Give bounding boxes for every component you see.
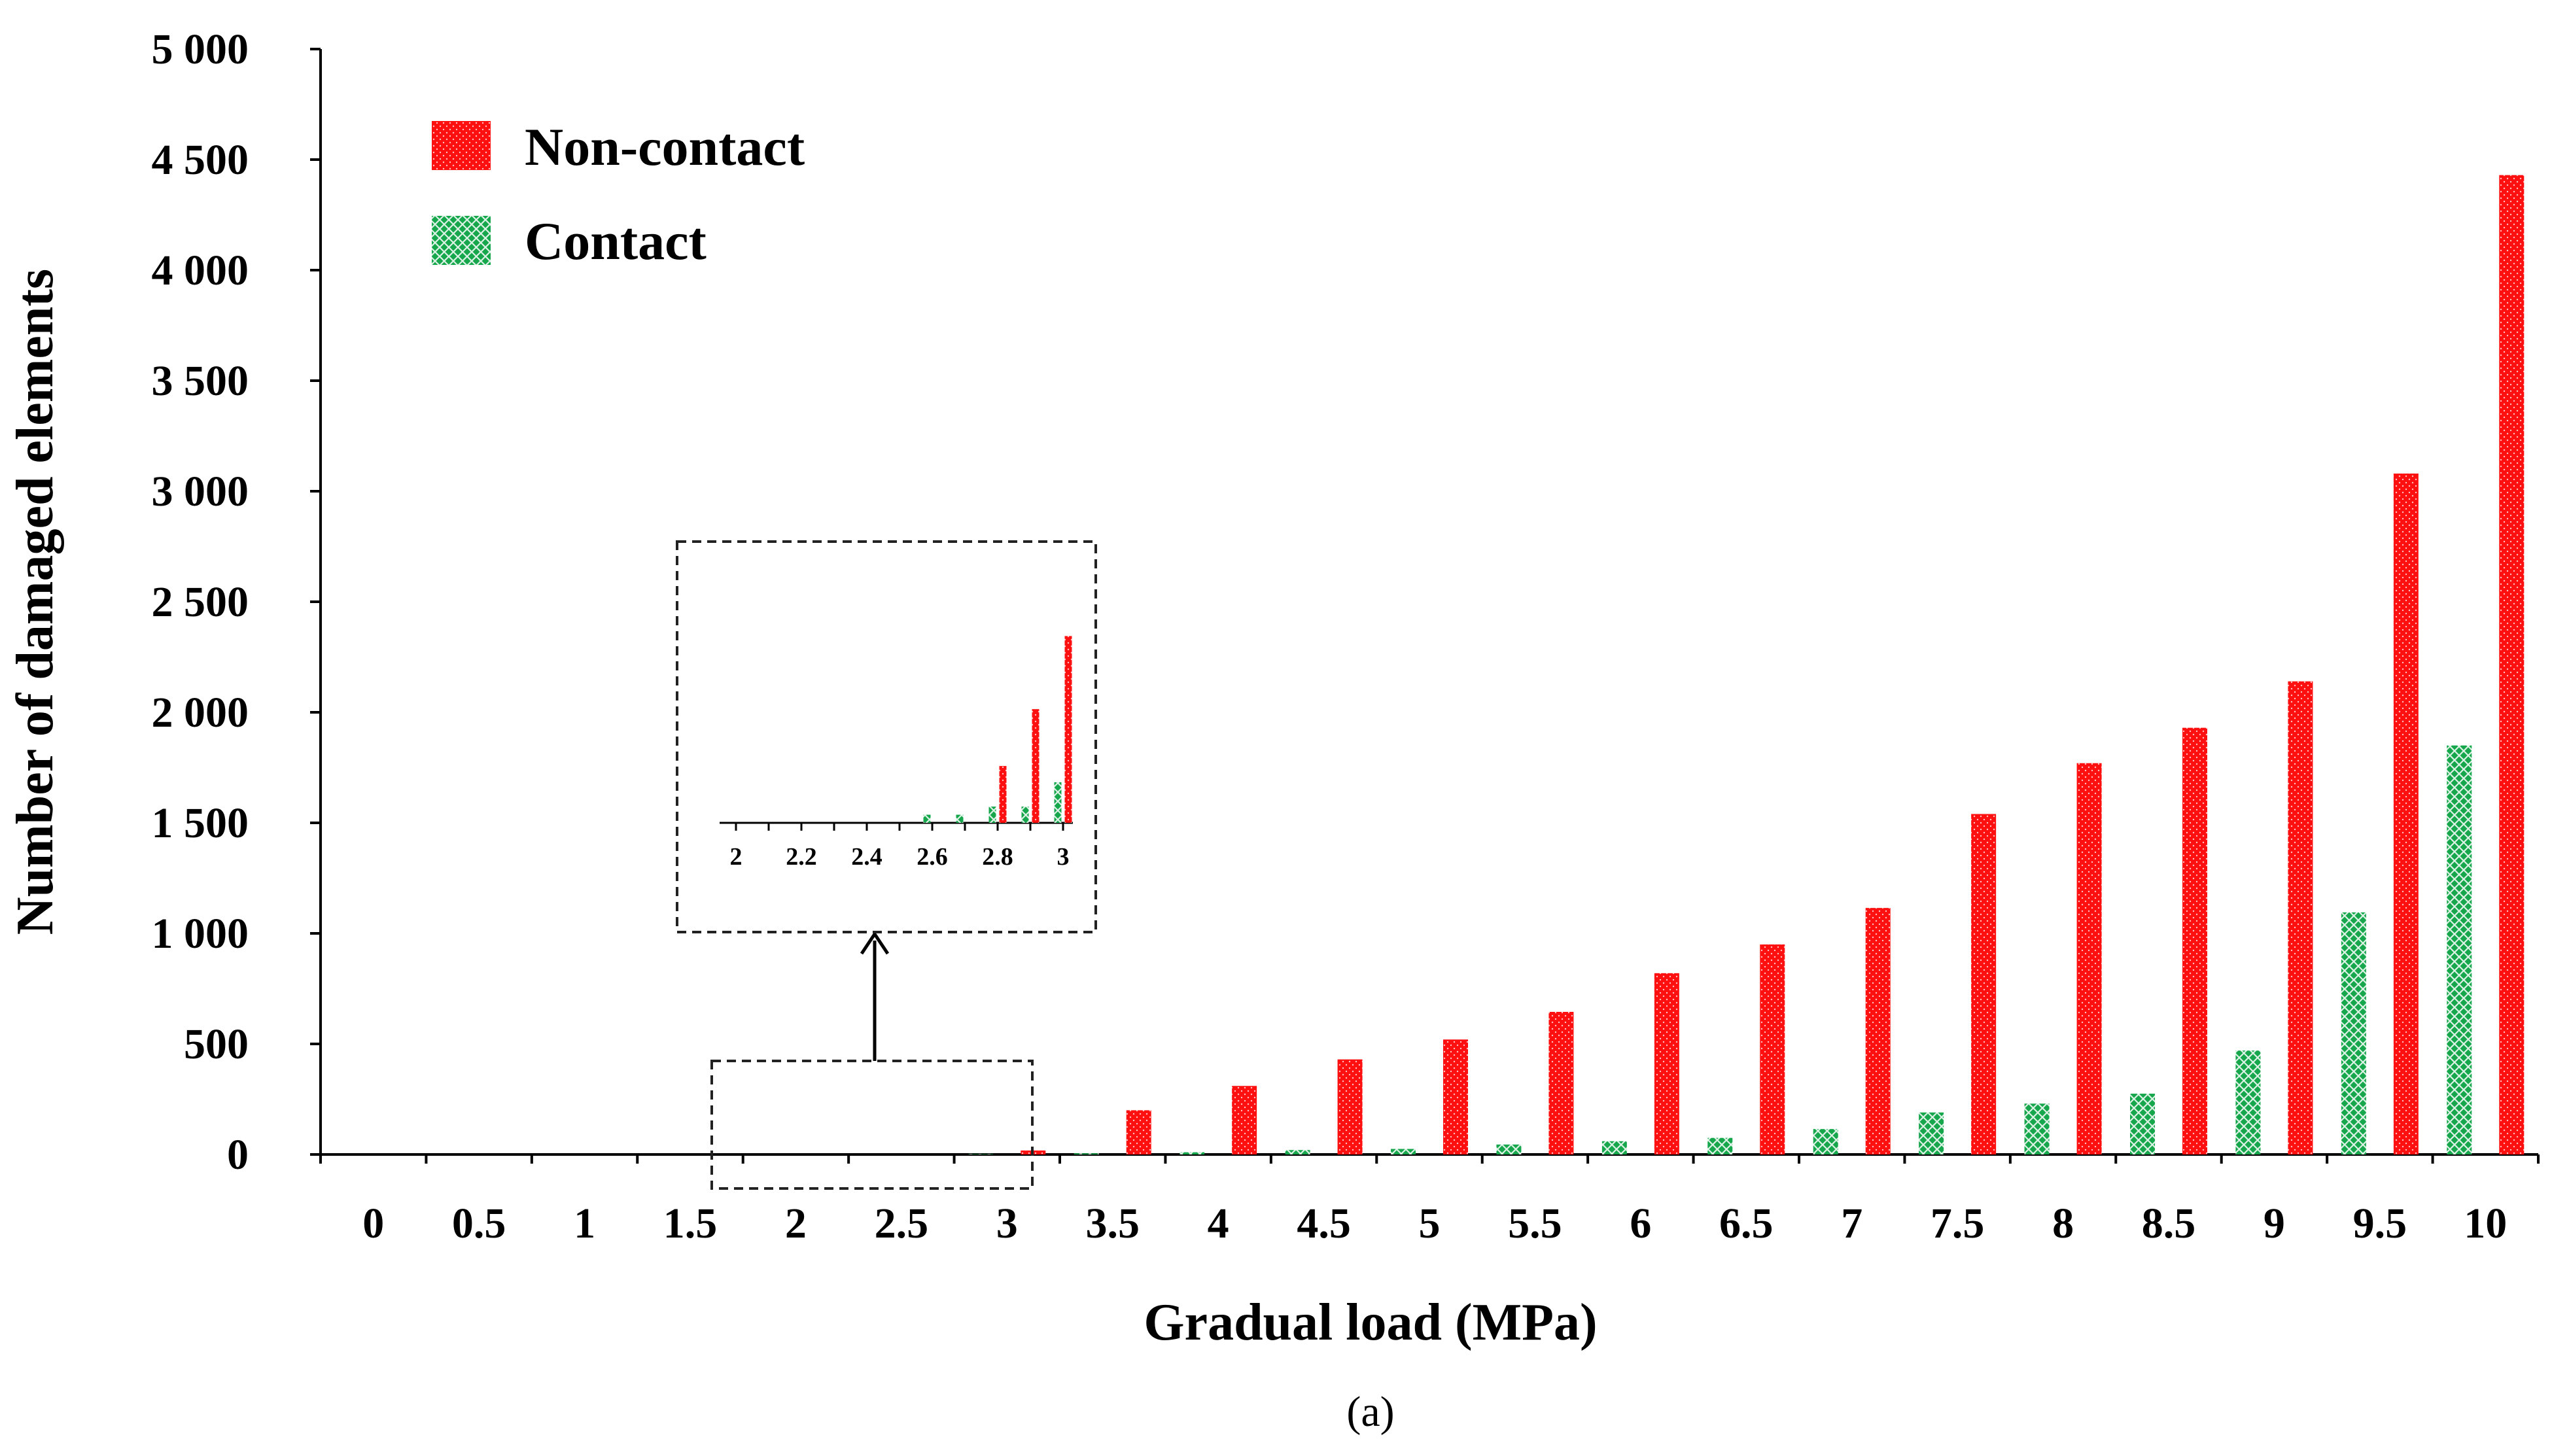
inset-tick-label: 2.4 [851, 843, 883, 871]
y-ticks: 0 500 1 000 1 500 2 000 2 500 3 000 3 500 4 000 4… [152, 26, 321, 1179]
inset-bar-contact [1021, 806, 1029, 823]
inset-bar-noncontact [1064, 636, 1072, 823]
x-tick-label: 2.5 [875, 1200, 929, 1247]
bar-contact [1496, 1144, 1522, 1154]
x-tick-label: 5 [1419, 1200, 1441, 1247]
inset-bar-contact [923, 814, 931, 823]
bar-contact [1601, 1141, 1627, 1154]
bar-noncontact [1971, 814, 1997, 1154]
legend: Non-contact Contact [432, 117, 805, 271]
bar-contact [1074, 1153, 1099, 1154]
zoom-callout: 2 2.2 2.4 2.6 2.8 3 [676, 540, 1097, 1190]
y-tick-label: 1 500 [152, 799, 249, 847]
figure-caption: (a) [1346, 1388, 1394, 1436]
x-tick-label: 6.5 [1719, 1200, 1774, 1247]
legend-label-contact: Contact [525, 211, 707, 271]
bar-contact [1391, 1149, 1416, 1154]
x-tick-label: 9.5 [2353, 1200, 2407, 1247]
bar-contact [2130, 1094, 2155, 1154]
bar-noncontact [2182, 727, 2207, 1154]
bar-noncontact [1865, 908, 1891, 1154]
bar-contact [1285, 1150, 1310, 1154]
inset-tick-label: 2.6 [917, 843, 948, 871]
x-tick-label: 1.5 [663, 1200, 718, 1247]
x-tick-label: 2 [785, 1200, 807, 1247]
bar-noncontact [1548, 1011, 1574, 1154]
bar-contact [1180, 1152, 1205, 1154]
legend-swatch-contact [432, 216, 491, 265]
bars [968, 175, 2525, 1155]
y-tick-label: 4 000 [152, 247, 249, 294]
bar-contact [2447, 745, 2472, 1154]
inset-tick-label: 3 [1057, 843, 1070, 871]
x-axis-title: Gradual load (MPa) [1144, 1294, 1597, 1351]
y-tick-label: 500 [184, 1020, 249, 1068]
bar-noncontact [2288, 681, 2313, 1154]
x-tick-label: 5.5 [1508, 1200, 1562, 1247]
inset-tick-label: 2.2 [786, 843, 817, 871]
x-tick-label: 4.5 [1297, 1200, 1351, 1247]
bar-noncontact [2499, 175, 2525, 1154]
y-tick-label: 4 500 [152, 136, 249, 184]
bar-noncontact [1654, 973, 1679, 1154]
bar-contact [1707, 1137, 1733, 1154]
x-tick-label: 0.5 [452, 1200, 506, 1247]
inset-chart: 2 2.2 2.4 2.6 2.8 3 [720, 636, 1073, 871]
bar-contact [2024, 1103, 2050, 1154]
inset-tick-label: 2 [730, 843, 743, 871]
inset-bar-noncontact [1032, 709, 1040, 823]
x-tick-label: 6 [1630, 1200, 1651, 1247]
inset-box [676, 540, 1097, 933]
x-tick-label: 0 [362, 1200, 384, 1247]
y-tick-label: 1 000 [152, 910, 249, 958]
inset-bar-contact [988, 806, 996, 823]
y-tick-label: 3 000 [152, 468, 249, 515]
x-tick-label: 8 [2052, 1200, 2074, 1247]
x-tick-label: 4 [1208, 1200, 1229, 1247]
x-tick-label: 10 [2464, 1200, 2507, 1247]
bar-contact [1919, 1112, 1944, 1154]
bar-noncontact [2076, 763, 2102, 1154]
x-tick-label: 1 [574, 1200, 595, 1247]
x-tick-label: 7.5 [1931, 1200, 1985, 1247]
bar-noncontact [1126, 1110, 1151, 1154]
y-tick-label: 2 500 [152, 578, 249, 626]
bar-contact [1813, 1129, 1838, 1154]
y-tick-label: 0 [227, 1131, 249, 1179]
legend-label-noncontact: Non-contact [525, 117, 805, 177]
x-tick-label: 3.5 [1085, 1200, 1140, 1247]
zoom-region-box [710, 1060, 1034, 1190]
legend-swatch-noncontact [432, 121, 491, 170]
bar-contact [2235, 1050, 2261, 1154]
y-tick-label: 3 500 [152, 357, 249, 405]
bar-noncontact [1337, 1059, 1363, 1154]
callout-arrow-head [860, 931, 890, 955]
bar-noncontact [1443, 1039, 1468, 1154]
bar-noncontact [1232, 1086, 1257, 1154]
x-ticks: 0 0.5 1 1.5 2 2.5 3 3.5 4 4.5 5 5.5 6 6.5 7 7.5 8 8.5 9 9.5… [319, 1154, 2540, 1247]
y-tick-label: 5 000 [152, 26, 249, 73]
bar-noncontact [2393, 473, 2419, 1155]
bar-noncontact [1760, 944, 1785, 1154]
x-tick-label: 7 [1841, 1200, 1862, 1247]
y-tick-label: 2 000 [152, 689, 249, 737]
inset-tick-label: 2.8 [982, 843, 1013, 871]
y-axis-title: Number of damaged elements [7, 269, 64, 935]
inset-bar-noncontact [999, 766, 1007, 823]
inset-bar-contact [1054, 782, 1062, 823]
bar-contact [2341, 912, 2366, 1154]
inset-bar-contact [956, 814, 964, 823]
x-tick-label: 3 [996, 1200, 1018, 1247]
x-tick-label: 8.5 [2142, 1200, 2196, 1247]
x-tick-label: 9 [2264, 1200, 2285, 1247]
